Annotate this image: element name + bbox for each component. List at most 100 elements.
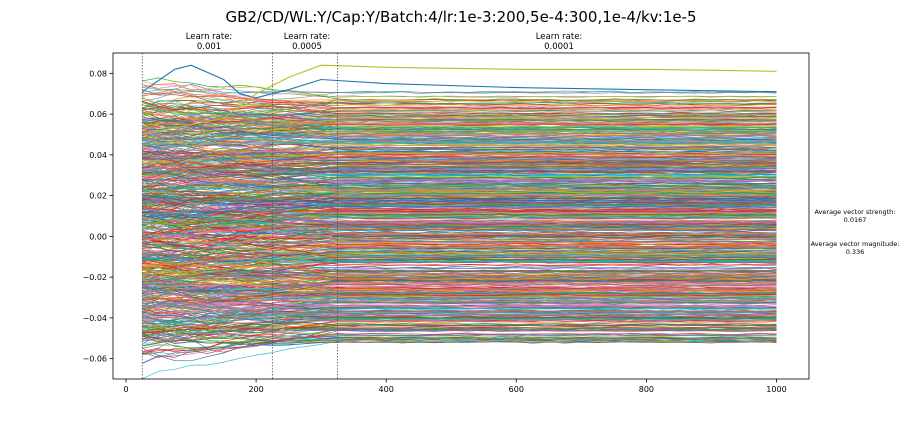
y-tick-label: 0.08 (89, 69, 107, 78)
series-line (142, 325, 777, 338)
series-line (142, 121, 777, 131)
series-line (142, 240, 777, 258)
series-line (142, 100, 777, 115)
y-tick-label: 0.00 (89, 232, 107, 241)
highlighted-series-line (141, 64, 777, 99)
x-tick-label: 1000 (766, 385, 786, 394)
series-line (142, 289, 777, 302)
learn-rate-value: 0.001 (197, 42, 221, 52)
series-line (142, 258, 777, 281)
series-line (142, 189, 777, 211)
series-line (142, 252, 777, 282)
series-line (142, 285, 777, 308)
series-line (142, 106, 777, 118)
learn-rate-value: 0.0005 (292, 42, 322, 52)
plot-frame (112, 52, 810, 380)
series-line (142, 194, 777, 209)
series-line (142, 255, 777, 274)
series-line (142, 271, 777, 284)
series-line (142, 340, 777, 379)
series-line (142, 254, 777, 266)
series-line (142, 261, 777, 277)
series-line (142, 121, 777, 133)
series-line (142, 196, 777, 207)
series-line (142, 88, 777, 102)
x-tick-label: 0 (123, 385, 128, 394)
series-line (142, 213, 777, 241)
series-line (142, 174, 777, 194)
series-line (142, 275, 777, 287)
series-line (142, 211, 777, 242)
series-line (142, 180, 777, 194)
series-line (142, 237, 777, 247)
x-tick-label: 600 (509, 385, 524, 394)
side-info: Average vector strength: 0.0167 Average … (811, 208, 900, 256)
series-line (142, 77, 777, 101)
series-line (142, 329, 777, 358)
series-line (142, 194, 777, 204)
series-line (142, 314, 777, 326)
y-tick-label: −0.02 (82, 273, 107, 282)
series-line (142, 316, 777, 333)
series-line (142, 250, 777, 262)
series-line (142, 112, 777, 128)
series-line (142, 215, 777, 228)
series-line (142, 301, 777, 316)
series-line (142, 211, 777, 250)
series-line (142, 106, 777, 128)
series-line (142, 185, 777, 215)
series-line (142, 236, 777, 261)
series-line (142, 316, 777, 331)
series-line (142, 143, 777, 155)
series-line (142, 206, 777, 226)
series-line (142, 238, 777, 266)
strength-label: Average vector strength: (814, 208, 895, 216)
series-line (142, 151, 777, 188)
series-line (142, 220, 777, 237)
strength-value: 0.0167 (844, 216, 867, 224)
series-line (142, 165, 777, 182)
y-tick-label: −0.04 (82, 314, 107, 323)
series-line (142, 224, 777, 261)
series-line (142, 169, 777, 190)
series-line (142, 336, 777, 345)
series-line (142, 232, 777, 252)
series-line (142, 211, 777, 231)
y-tick-label: 0.06 (89, 110, 107, 119)
learn-rate-value: 0.0001 (544, 42, 574, 52)
series-line (142, 150, 777, 177)
series-line (142, 201, 777, 216)
series-line (142, 311, 777, 325)
series-line (142, 293, 777, 308)
series-line (142, 176, 777, 207)
y-tick-label: 0.04 (89, 151, 107, 160)
series-line (142, 154, 777, 176)
chart-title: GB2/CD/WL:Y/Cap:Y/Batch:4/lr:1e-3:200,5e… (225, 8, 696, 26)
series-line (142, 320, 777, 329)
series-line (142, 130, 777, 154)
series-line (142, 327, 777, 364)
highlighted-series-line (142, 64, 777, 136)
axes-group: 0 200 400 600 800 1000 −0.06 −0.04 −0.02 0.00 0.02… (82, 69, 786, 394)
series-line (142, 273, 777, 294)
plot-area: 0 200 400 600 800 1000 −0.06 −0.04 −0.02 0.00 0.02… (82, 52, 810, 394)
series-line (142, 301, 777, 315)
series-line (142, 202, 777, 231)
series-line (142, 211, 777, 224)
series-line (142, 101, 777, 108)
series-line (142, 117, 777, 138)
series-line (142, 304, 777, 321)
series-line (142, 270, 777, 282)
series-line (142, 239, 777, 263)
series-line (142, 107, 777, 125)
learn-rate-label: Learn rate: (186, 32, 233, 42)
series-line (142, 99, 777, 109)
x-tick-label: 400 (379, 385, 394, 394)
series-line (142, 334, 777, 346)
series-line (142, 289, 777, 298)
learn-rate-label: Learn rate: (284, 32, 331, 42)
series-line (142, 179, 777, 187)
series-line (142, 132, 777, 145)
series-line (142, 234, 777, 270)
series-line (142, 198, 777, 213)
